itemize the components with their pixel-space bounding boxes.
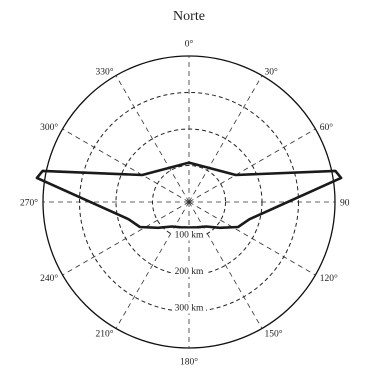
angle-label-210: 210° bbox=[95, 328, 113, 339]
angle-label-90: 90 bbox=[340, 199, 350, 209]
coverage-layer bbox=[35, 161, 343, 230]
angle-label-180: 180° bbox=[180, 357, 198, 368]
angle-label-150: 150° bbox=[265, 328, 283, 339]
coverage-outline bbox=[35, 161, 343, 230]
range-label-300: 300 km bbox=[175, 304, 204, 314]
angle-label-30: 30° bbox=[265, 67, 279, 78]
spoke-240 bbox=[62, 201, 190, 276]
range-label-bg-300 bbox=[172, 301, 206, 314]
spoke-30 bbox=[188, 75, 263, 203]
spoke-300 bbox=[62, 128, 190, 203]
angle-label-330: 330° bbox=[95, 67, 113, 78]
angle-label-60: 60° bbox=[320, 122, 334, 133]
angle-label-240: 240° bbox=[40, 273, 58, 284]
angle-label-0: 0° bbox=[185, 39, 194, 50]
range-label-200: 200 km bbox=[175, 267, 204, 277]
angle-label-300: 300° bbox=[40, 122, 58, 133]
spoke-210 bbox=[115, 201, 190, 329]
spoke-120 bbox=[188, 201, 316, 276]
range-label-bg-200 bbox=[172, 265, 206, 277]
range-label-100: 100 km bbox=[175, 231, 204, 241]
spoke-150 bbox=[188, 201, 263, 329]
range-label-bg-100 bbox=[172, 228, 206, 241]
spoke-60 bbox=[188, 128, 316, 203]
polar-labels: 0° 30° 60° 90 120° 150° 180° 210° 240° 270° 300° 33… bbox=[20, 39, 350, 368]
diagram-title: Norte bbox=[173, 9, 205, 24]
angle-label-120: 120° bbox=[320, 273, 338, 284]
angle-label-270: 270° bbox=[20, 198, 38, 209]
spoke-330 bbox=[115, 75, 190, 203]
